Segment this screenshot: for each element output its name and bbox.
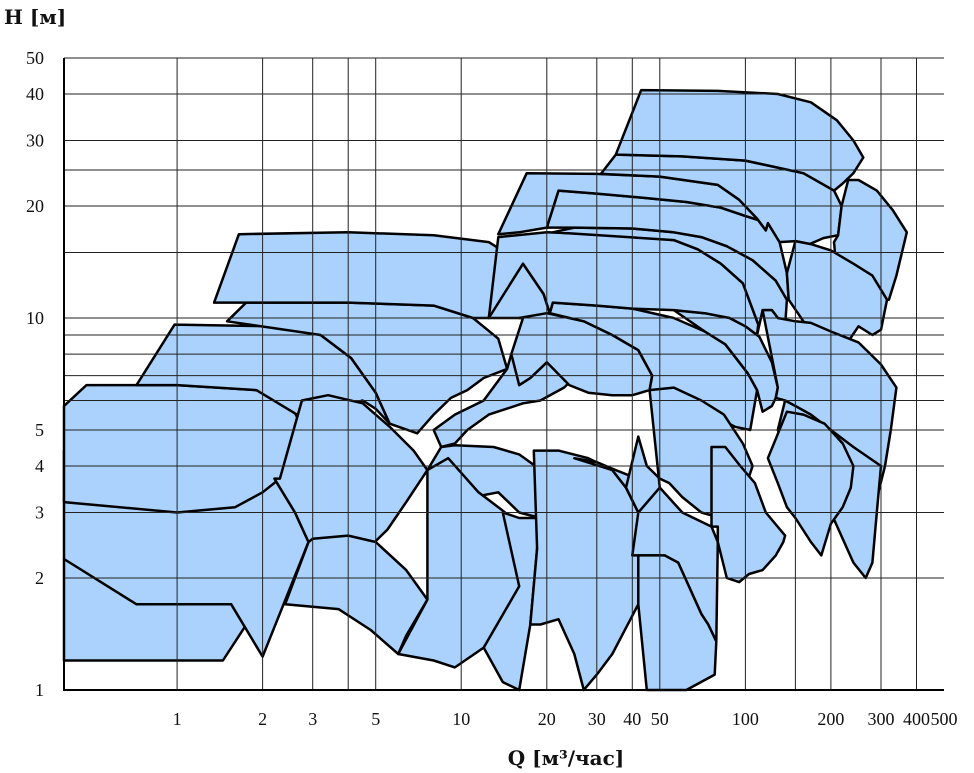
grid-layer [63,57,944,691]
x-tick-label: 200 [817,709,844,729]
x-tick-label: 3 [308,709,317,729]
y-tick-label: 5 [35,420,44,440]
y-tick-label: 10 [26,308,44,328]
pump-field-layer [62,88,909,692]
pump-field-6 [283,534,429,656]
y-tick-label: 1 [35,680,44,700]
y-tick-label: 50 [26,48,44,68]
x-tick-label: 30 [588,709,606,729]
x-tick-label: 400 [903,709,930,729]
x-tick-label: 100 [732,709,759,729]
x-tick-label: 20 [538,709,556,729]
pump-field-15 [637,554,718,692]
x-tick-label: 500 [931,709,958,729]
x-tick-label: 10 [452,709,470,729]
y-tick-label: 2 [35,568,44,588]
x-tick-label: 5 [371,709,380,729]
y-axis-title: H [м] [4,5,66,29]
y-tick-label: 3 [35,503,44,523]
x-tick-label: 40 [623,709,641,729]
x-axis-title: Q [м³/час] [508,746,625,770]
y-tick-label: 20 [26,196,44,216]
x-tick-label: 50 [651,709,669,729]
x-tick-label: 2 [258,709,267,729]
tick-label-layer: 1 2 3 5 10 20 30 40 50 100 200 300 400 500 1 2 3 4 5 10 20 30… [26,48,958,729]
y-tick-label: 30 [26,131,44,151]
x-tick-label: 300 [868,709,895,729]
y-tick-label: 4 [35,456,44,476]
y-tick-label: 40 [26,84,44,104]
pump-field-19 [710,445,787,584]
x-tick-label: 1 [173,709,182,729]
